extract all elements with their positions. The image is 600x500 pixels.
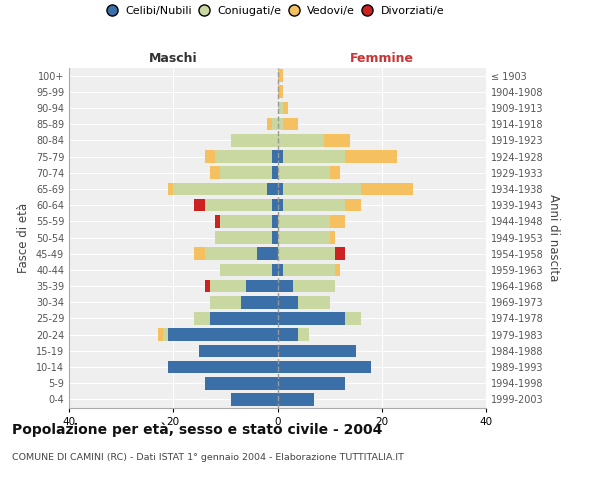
Bar	[345, 312, 361, 325]
Text: Femmine: Femmine	[350, 52, 414, 65]
Bar	[272, 199, 277, 211]
Bar	[329, 166, 340, 179]
Bar	[277, 328, 298, 341]
Bar	[257, 248, 277, 260]
Bar	[298, 328, 309, 341]
Bar	[168, 328, 277, 341]
Bar	[361, 182, 413, 195]
Bar	[329, 215, 345, 228]
Bar	[298, 296, 329, 308]
Bar	[205, 280, 210, 292]
Bar	[283, 150, 345, 163]
Bar	[267, 182, 277, 195]
Bar	[210, 296, 241, 308]
Bar	[168, 360, 277, 374]
Bar	[277, 102, 283, 114]
Bar	[272, 231, 277, 244]
Bar	[283, 118, 298, 130]
Bar	[277, 150, 283, 163]
Bar	[158, 328, 163, 341]
Bar	[168, 182, 173, 195]
Bar	[277, 118, 283, 130]
Bar	[277, 70, 283, 82]
Bar	[277, 264, 283, 276]
Bar	[329, 231, 335, 244]
Bar	[277, 86, 283, 98]
Bar	[210, 312, 277, 325]
Bar	[277, 166, 329, 179]
Bar	[194, 199, 205, 211]
Bar	[215, 231, 272, 244]
Bar	[220, 166, 272, 179]
Bar	[215, 215, 220, 228]
Bar	[283, 102, 288, 114]
Bar	[335, 264, 340, 276]
Bar	[194, 312, 210, 325]
Bar	[277, 199, 283, 211]
Bar	[205, 199, 272, 211]
Bar	[277, 248, 335, 260]
Bar	[272, 118, 277, 130]
Bar	[277, 312, 345, 325]
Bar	[325, 134, 350, 146]
Bar	[272, 150, 277, 163]
Bar	[345, 199, 361, 211]
Bar	[283, 182, 361, 195]
Bar	[246, 280, 277, 292]
Bar	[277, 280, 293, 292]
Bar	[283, 264, 335, 276]
Bar	[335, 248, 345, 260]
Bar	[277, 215, 329, 228]
Bar	[199, 344, 277, 357]
Y-axis label: Fasce di età: Fasce di età	[17, 202, 30, 272]
Bar	[272, 215, 277, 228]
Bar	[210, 280, 246, 292]
Y-axis label: Anni di nascita: Anni di nascita	[547, 194, 560, 281]
Bar	[267, 118, 272, 130]
Bar	[277, 393, 314, 406]
Bar	[293, 280, 335, 292]
Text: Popolazione per età, sesso e stato civile - 2004: Popolazione per età, sesso e stato civil…	[12, 422, 382, 437]
Bar	[230, 393, 277, 406]
Bar	[277, 360, 371, 374]
Bar	[194, 248, 205, 260]
Bar	[272, 264, 277, 276]
Bar	[277, 182, 283, 195]
Bar	[163, 328, 168, 341]
Bar	[215, 150, 272, 163]
Bar	[345, 150, 397, 163]
Bar	[277, 231, 329, 244]
Bar	[277, 377, 345, 390]
Bar	[210, 166, 220, 179]
Bar	[277, 134, 325, 146]
Text: Maschi: Maschi	[149, 52, 197, 65]
Bar	[230, 134, 277, 146]
Bar	[241, 296, 277, 308]
Bar	[283, 199, 345, 211]
Bar	[220, 264, 272, 276]
Bar	[205, 248, 257, 260]
Bar	[272, 166, 277, 179]
Bar	[277, 344, 356, 357]
Bar	[220, 215, 272, 228]
Bar	[277, 296, 298, 308]
Text: COMUNE DI CAMINI (RC) - Dati ISTAT 1° gennaio 2004 - Elaborazione TUTTITALIA.IT: COMUNE DI CAMINI (RC) - Dati ISTAT 1° ge…	[12, 452, 404, 462]
Bar	[205, 377, 277, 390]
Bar	[173, 182, 267, 195]
Legend: Celibi/Nubili, Coniugati/e, Vedovi/e, Divorziati/e: Celibi/Nubili, Coniugati/e, Vedovi/e, Di…	[108, 6, 444, 16]
Bar	[205, 150, 215, 163]
